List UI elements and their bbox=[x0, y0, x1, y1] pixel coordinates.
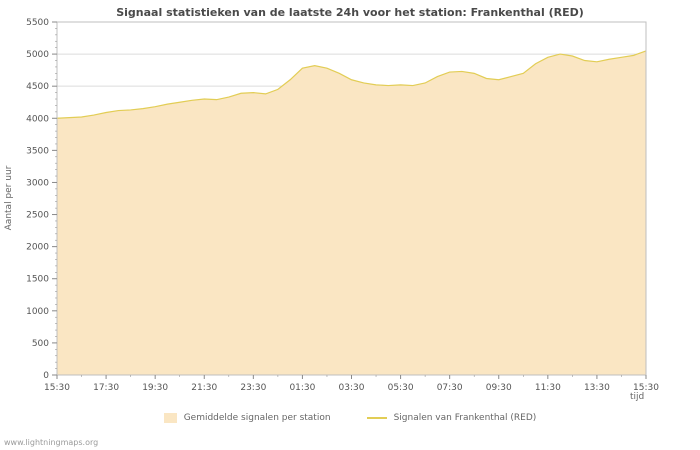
legend-swatch-line bbox=[366, 417, 387, 419]
svg-text:2500: 2500 bbox=[26, 211, 49, 221]
chart-title: Signaal statistieken van de laatste 24h … bbox=[116, 6, 584, 19]
legend: Gemiddelde signalen per station Signalen… bbox=[0, 413, 700, 423]
svg-text:4500: 4500 bbox=[26, 82, 49, 92]
legend-item-average: Gemiddelde signalen per station bbox=[163, 413, 331, 423]
svg-text:15:30: 15:30 bbox=[633, 383, 659, 393]
svg-text:1000: 1000 bbox=[26, 307, 49, 317]
svg-text:3500: 3500 bbox=[26, 146, 49, 156]
svg-text:05:30: 05:30 bbox=[388, 383, 414, 393]
svg-text:5000: 5000 bbox=[26, 50, 49, 60]
svg-text:17:30: 17:30 bbox=[93, 383, 119, 393]
svg-text:4000: 4000 bbox=[26, 114, 49, 124]
x-axis-label: tijd bbox=[630, 392, 645, 402]
svg-text:13:30: 13:30 bbox=[584, 383, 610, 393]
svg-text:3000: 3000 bbox=[26, 178, 49, 188]
svg-text:03:30: 03:30 bbox=[339, 383, 365, 393]
svg-text:19:30: 19:30 bbox=[142, 383, 168, 393]
svg-text:1500: 1500 bbox=[26, 275, 49, 285]
legend-label-station: Signalen van Frankenthal (RED) bbox=[393, 413, 537, 423]
svg-text:21:30: 21:30 bbox=[191, 383, 217, 393]
legend-label-average: Gemiddelde signalen per station bbox=[183, 413, 331, 423]
svg-text:09:30: 09:30 bbox=[486, 383, 512, 393]
watermark-text: www.lightningmaps.org bbox=[4, 438, 99, 447]
svg-text:0: 0 bbox=[43, 371, 49, 381]
svg-text:07:30: 07:30 bbox=[437, 383, 463, 393]
svg-text:500: 500 bbox=[32, 339, 49, 349]
svg-text:23:30: 23:30 bbox=[240, 383, 266, 393]
svg-text:15:30: 15:30 bbox=[44, 383, 70, 393]
svg-text:11:30: 11:30 bbox=[535, 383, 561, 393]
legend-swatch-area bbox=[163, 413, 177, 423]
svg-text:2000: 2000 bbox=[26, 243, 49, 253]
svg-text:01:30: 01:30 bbox=[289, 383, 315, 393]
svg-text:5500: 5500 bbox=[26, 18, 49, 28]
legend-item-station: Signalen van Frankenthal (RED) bbox=[366, 413, 537, 423]
